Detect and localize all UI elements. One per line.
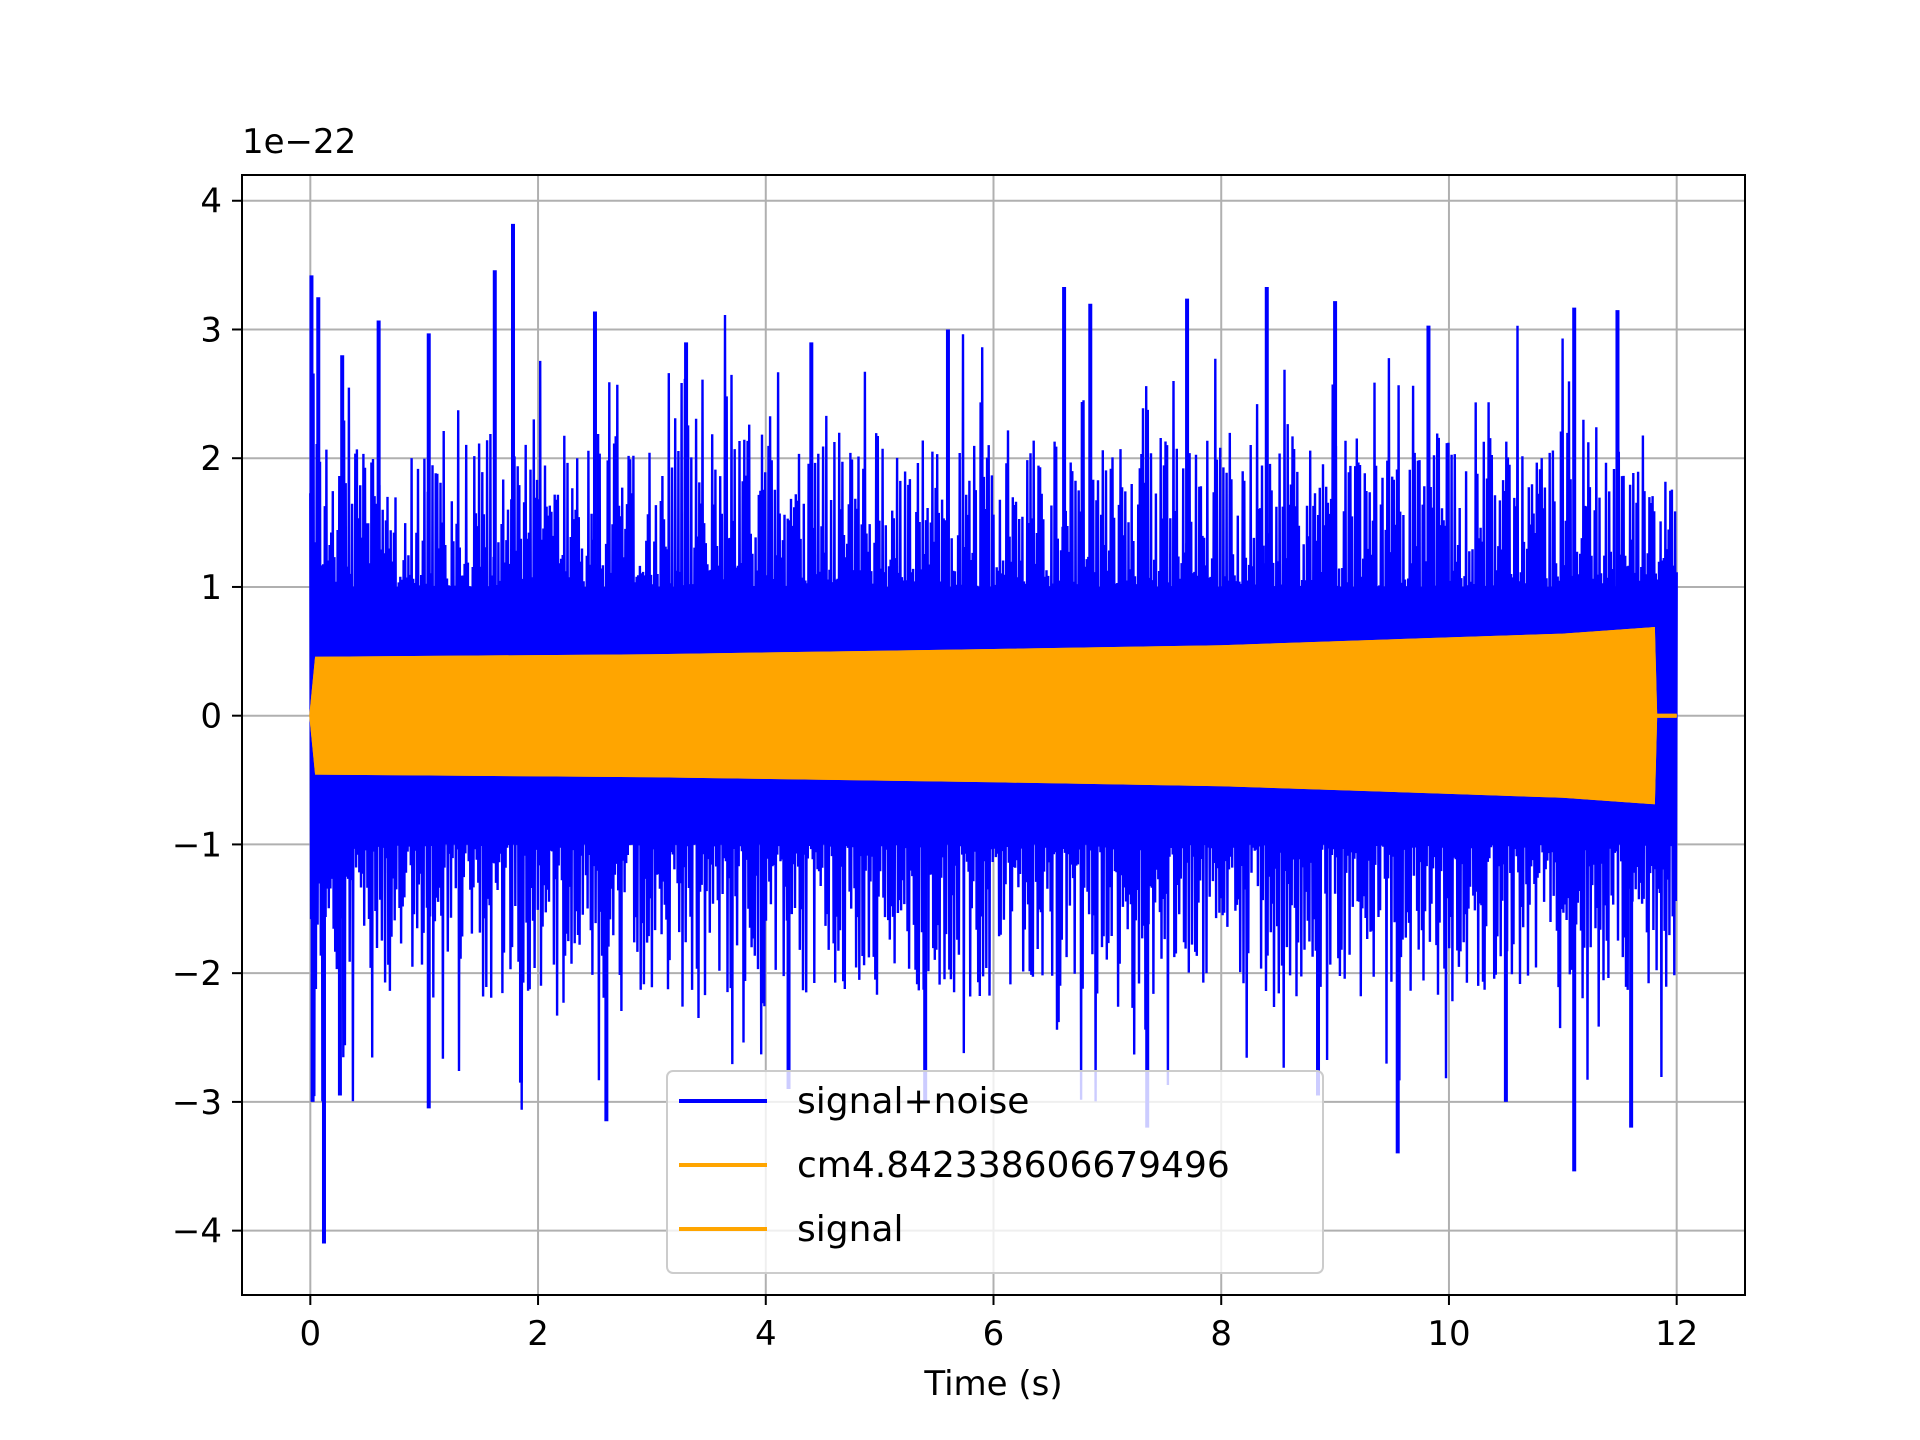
x-axis-label: Time (s) (923, 1364, 1062, 1404)
y-tick-label: −4 (172, 1212, 222, 1252)
y-offset-text: 1e−22 (242, 122, 356, 162)
x-tick-label: 2 (527, 1314, 549, 1354)
signal-band (309, 627, 1677, 805)
x-tick-label: 0 (299, 1314, 321, 1354)
y-tick-label: 2 (200, 439, 222, 479)
x-tick-label: 4 (755, 1314, 777, 1354)
y-tick-label: −2 (172, 954, 222, 994)
legend: signal+noise cm4.842338606679496 signal (666, 1070, 1324, 1274)
legend-label: cm4.842338606679496 (797, 1145, 1230, 1186)
x-tick-label: 10 (1427, 1314, 1470, 1354)
y-tick-label: 1 (200, 568, 222, 608)
plot-data (309, 223, 1678, 1244)
legend-box (666, 1070, 1324, 1274)
y-tick-label: 0 (200, 697, 222, 737)
y-tick-label: 4 (200, 182, 222, 222)
x-tick-label: 8 (1210, 1314, 1232, 1354)
legend-label: signal+noise (797, 1081, 1029, 1122)
legend-label: signal (797, 1209, 904, 1250)
y-tick-label: 3 (200, 310, 222, 350)
x-tick-label: 6 (983, 1314, 1005, 1354)
y-tick-label: −3 (172, 1083, 222, 1123)
x-tick-label: 12 (1655, 1314, 1698, 1354)
y-tick-label: −1 (172, 825, 222, 865)
